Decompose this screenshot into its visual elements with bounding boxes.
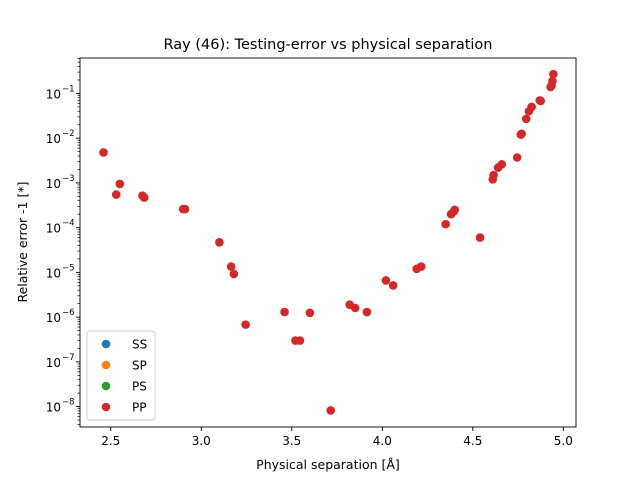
y-tick-exponent: −1 — [62, 84, 75, 94]
data-point — [512, 153, 522, 162]
legend-marker — [101, 381, 111, 391]
data-point — [99, 148, 108, 157]
x-tick-label: 3.5 — [282, 434, 301, 448]
plot-area — [99, 69, 558, 415]
data-point — [489, 170, 498, 180]
y-tick-label: 10 — [46, 401, 61, 415]
data-point — [441, 219, 450, 229]
x-tick-label: 4.5 — [463, 434, 482, 448]
data-point — [416, 262, 426, 271]
data-point — [362, 307, 372, 317]
legend-label: SP — [132, 359, 147, 373]
data-point — [226, 262, 236, 271]
y-tick-label: 10 — [46, 177, 61, 191]
data-point — [350, 303, 360, 313]
data-point — [305, 308, 315, 318]
x-tick-label: 3.0 — [192, 434, 211, 448]
y-tick-exponent: −8 — [62, 398, 75, 408]
axes-frame — [79, 57, 577, 428]
x-tick-label: 2.5 — [101, 434, 120, 448]
legend-marker — [101, 360, 111, 370]
legend-label: PS — [132, 380, 147, 394]
data-point — [388, 281, 398, 290]
data-point — [295, 336, 305, 345]
legend-marker — [101, 339, 111, 349]
data-point — [521, 114, 531, 124]
data-point — [229, 269, 239, 279]
data-point — [549, 69, 558, 79]
y-tick-label: 10 — [46, 356, 61, 370]
chart-title: Ray (46): Testing-error vs physical sepa… — [164, 37, 493, 53]
x-tick-label: 5.0 — [554, 434, 573, 448]
y-tick-label: 10 — [46, 266, 61, 280]
x-tick-label: 4.0 — [373, 434, 392, 448]
y-tick-exponent: −6 — [62, 308, 75, 318]
y-axis-label: Relative error -1 [*] — [15, 181, 30, 302]
data-point — [139, 193, 149, 202]
data-point — [536, 96, 546, 106]
x-axis-label: Physical separation [Å] — [256, 457, 400, 472]
data-point — [548, 76, 557, 86]
y-tick-label: 10 — [46, 311, 61, 325]
y-axis: 10−810−710−610−510−410−310−210−1 — [46, 58, 80, 425]
data-point — [241, 320, 250, 329]
legend-label: SS — [132, 338, 147, 352]
x-axis: 2.5 3.0 3.5 4.0 4.5 5.0 — [101, 427, 573, 448]
data-point — [326, 406, 336, 415]
data-point — [180, 204, 190, 214]
legend-frame — [86, 330, 156, 421]
y-tick-exponent: −5 — [62, 263, 75, 273]
data-point — [215, 238, 224, 247]
y-tick-exponent: −7 — [62, 353, 75, 363]
legend-marker — [101, 402, 111, 412]
data-point — [115, 179, 125, 189]
y-tick-exponent: −3 — [62, 174, 75, 184]
y-tick-exponent: −4 — [62, 219, 75, 229]
data-point — [527, 102, 536, 112]
data-point — [280, 307, 289, 317]
data-point — [381, 276, 391, 285]
y-tick-exponent: −2 — [62, 129, 75, 139]
legend: SS SP PS PP — [86, 330, 156, 421]
data-point — [475, 233, 485, 242]
legend-label: PP — [132, 401, 146, 415]
y-tick-label: 10 — [46, 132, 61, 146]
data-point — [450, 205, 460, 215]
y-tick-label: 10 — [46, 222, 61, 236]
data-point — [111, 190, 121, 199]
data-point — [517, 129, 526, 139]
data-point — [497, 160, 507, 169]
y-tick-label: 10 — [46, 87, 61, 101]
